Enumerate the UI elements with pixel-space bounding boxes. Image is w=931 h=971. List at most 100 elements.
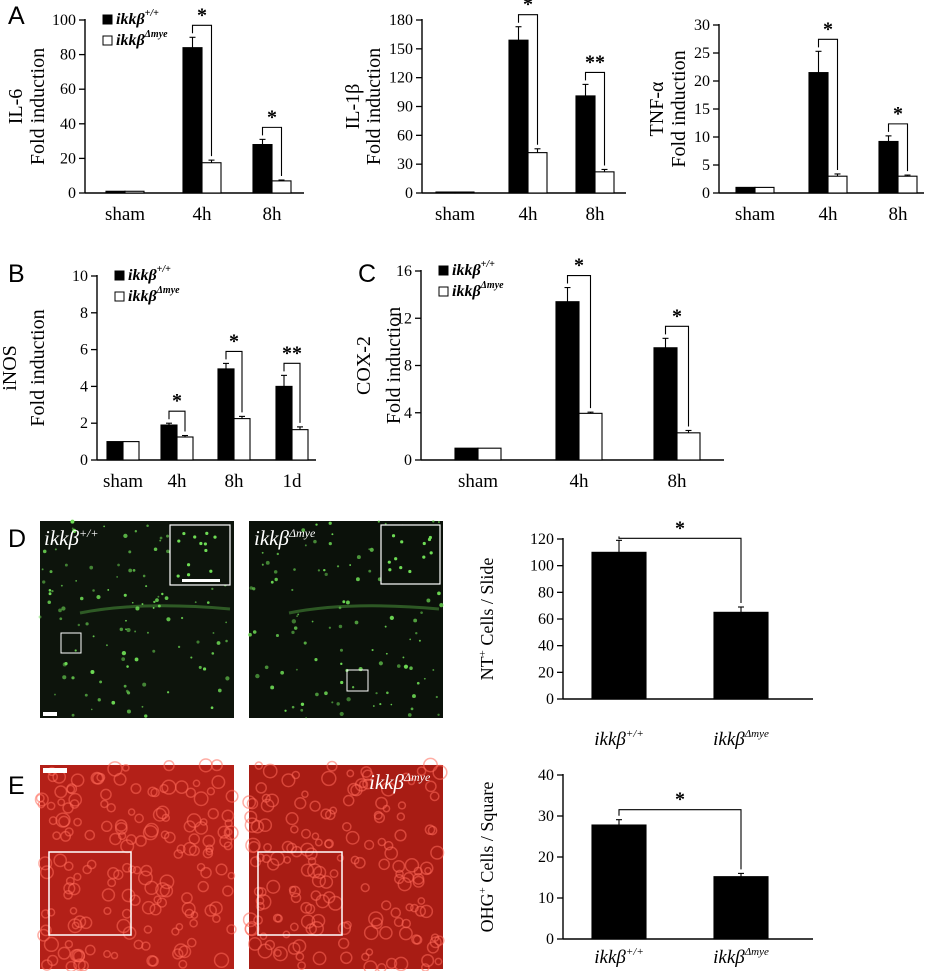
cell-mark — [323, 568, 326, 572]
bar-4h-series1 — [555, 301, 580, 461]
cell-mark — [49, 570, 53, 574]
cell-mark — [395, 869, 404, 879]
bar-4h-series2 — [578, 412, 603, 461]
cell-mark — [46, 908, 56, 917]
cell-mark — [423, 757, 438, 773]
y-tick-label: 2 — [80, 415, 88, 432]
y-tick-label: 40 — [538, 767, 554, 784]
scale-bar — [43, 712, 57, 716]
cell-mark — [296, 615, 298, 618]
cell-mark — [281, 773, 296, 788]
bar-8h-series1 — [575, 95, 596, 194]
significance-marker: * — [523, 0, 533, 16]
cell-mark — [125, 619, 127, 622]
cell-mark — [264, 939, 276, 951]
cell-mark — [161, 592, 164, 596]
cell-mark — [301, 790, 309, 798]
cell-mark — [57, 946, 71, 960]
chart-tnfa: 0 5 10 15 20 25 30 TNF-α Fold induction sham 4h 8h *… — [646, 17, 924, 225]
x-category-label: sham — [458, 471, 498, 492]
cell-mark — [270, 685, 275, 690]
cell-mark — [141, 705, 144, 708]
y-tick-label: 30 — [694, 17, 710, 34]
cell-mark — [153, 600, 156, 604]
cell-mark — [291, 619, 297, 624]
y-axis-label: Fold induction — [383, 307, 405, 424]
cell-mark — [64, 661, 68, 666]
cell-mark — [311, 620, 314, 623]
cell-mark — [297, 961, 306, 970]
x-category-label: ikkβ+/+ — [594, 728, 644, 750]
cell-mark — [317, 569, 321, 572]
cell-mark — [248, 840, 260, 853]
cell-mark — [100, 788, 112, 801]
cell-mark — [181, 892, 193, 904]
cell-mark — [166, 617, 171, 622]
cell-mark — [259, 932, 268, 941]
cell-mark — [84, 829, 96, 841]
x-category-label: ikkβΔmye — [713, 946, 769, 968]
y-tick-label: 0 — [80, 452, 88, 469]
cell-mark — [190, 656, 193, 659]
cell-mark — [339, 711, 344, 717]
cell-mark — [368, 569, 372, 573]
cell-mark — [176, 844, 186, 854]
cell-mark — [300, 828, 312, 839]
inset-mark — [422, 541, 426, 546]
cell-mark — [343, 920, 352, 930]
cell-mark — [291, 588, 294, 592]
cell-mark — [420, 611, 423, 614]
cell-mark — [173, 943, 189, 958]
cell-mark — [157, 604, 161, 608]
cell-mark — [291, 630, 295, 635]
cell-mark — [273, 949, 282, 958]
significance-bracket — [618, 536, 742, 603]
y-tick-label: 80 — [538, 584, 554, 601]
cell-mark — [71, 527, 74, 530]
cell-mark — [211, 587, 214, 591]
x-category-label: 4h — [570, 471, 590, 492]
legend-swatch — [114, 270, 125, 281]
cell-mark — [223, 825, 239, 841]
cell-mark — [349, 564, 352, 566]
cell-mark — [54, 785, 68, 799]
cell-mark — [146, 524, 149, 527]
cell-mark — [373, 810, 383, 820]
cell-mark — [376, 963, 387, 971]
cell-mark — [389, 615, 394, 621]
cell-mark — [212, 914, 221, 923]
cell-mark — [321, 770, 337, 787]
inset-mark — [209, 569, 213, 573]
y-tick-label: 100 — [530, 558, 554, 575]
cell-mark — [143, 925, 153, 934]
cell-mark — [225, 621, 227, 624]
y-tick-label: 60 — [538, 611, 554, 628]
cell-mark — [86, 859, 97, 870]
significance-bracket — [517, 14, 539, 145]
bar-4h-series1 — [160, 424, 178, 461]
cell-mark — [173, 849, 184, 859]
cell-mark — [84, 693, 88, 697]
cell-mark — [354, 778, 369, 792]
y-axis-label: Fold induction — [668, 50, 690, 167]
cell-mark — [145, 585, 148, 588]
cell-mark — [413, 618, 418, 623]
cell-mark — [70, 773, 85, 787]
cell-mark — [38, 856, 53, 871]
legend-swatch — [102, 14, 113, 25]
cell-mark — [309, 800, 321, 812]
y-tick-label: 25 — [694, 45, 710, 62]
cell-mark — [397, 664, 401, 668]
cell-mark — [418, 639, 421, 642]
cell-mark — [355, 577, 360, 582]
bar-sham-series2 — [754, 186, 775, 194]
bar-sham-series1 — [435, 191, 456, 194]
legend-label: ikkβΔmye — [116, 29, 168, 49]
chart-cox2: 0 4 8 12 16 COX-2 Fold induction sham 4h 8h * * ikkβ… — [353, 255, 724, 492]
micrograph-label: ikkβΔmye — [369, 770, 431, 794]
chart-ohg: 0 10 20 30 40 OHG+ Cells / Square ikkβ+/+ ikkβΔ… — [477, 767, 813, 968]
cell-mark — [315, 894, 330, 909]
cell-mark — [300, 708, 304, 712]
cell-mark — [409, 638, 412, 641]
cell-mark — [152, 807, 167, 822]
